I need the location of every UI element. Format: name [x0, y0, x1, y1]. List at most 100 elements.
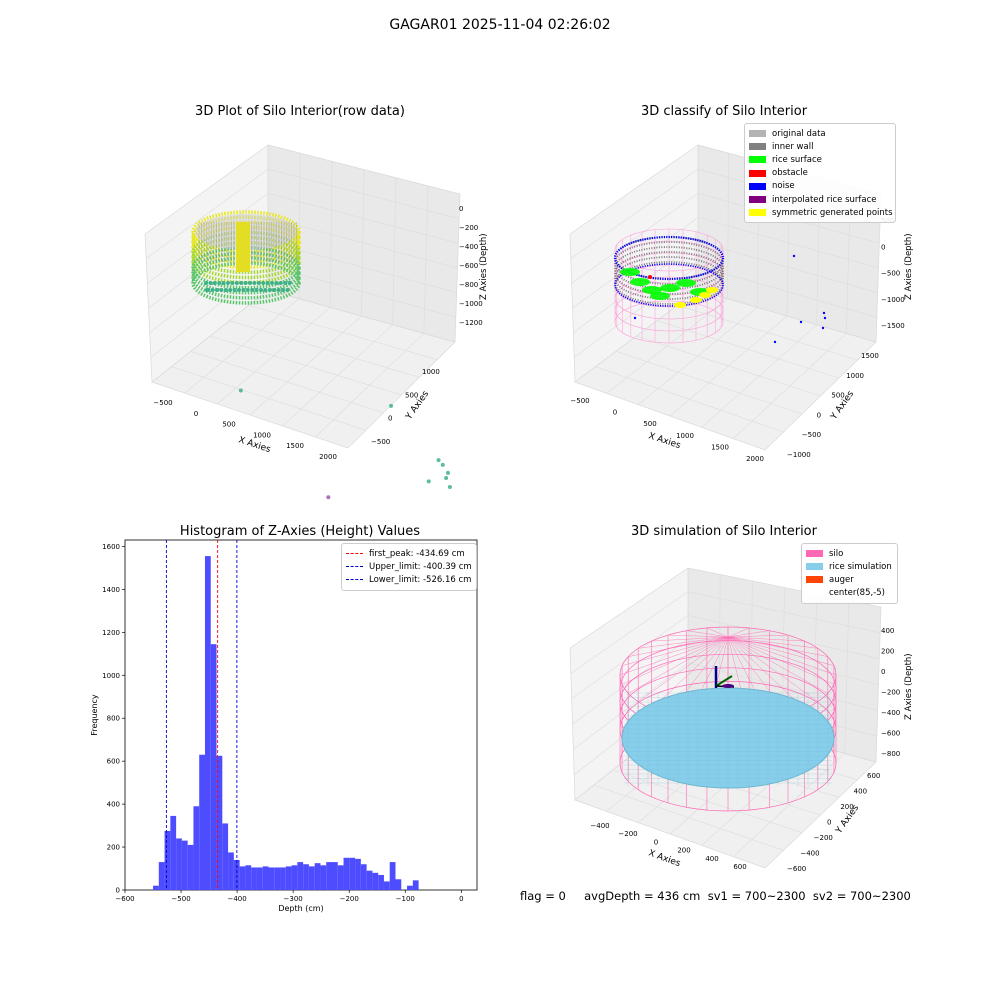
- x-tick-label: 0: [613, 409, 617, 417]
- rice-surface-blob: [620, 268, 640, 276]
- legend-lower-limit: Lower_limit: -526.16 cm: [346, 573, 471, 586]
- histogram-bar: [314, 863, 321, 890]
- legend-silo: silo: [806, 547, 891, 560]
- x-tick-label: −500: [153, 399, 172, 407]
- histogram-bar: [383, 881, 390, 890]
- x-tick-label: 2000: [319, 453, 337, 461]
- x-tick-label: 0: [194, 410, 198, 418]
- histogram-bar: [222, 823, 229, 890]
- histogram-bar: [355, 858, 361, 890]
- histogram-bar: [268, 867, 275, 890]
- raw-outlier-point: [444, 476, 449, 481]
- silo-roof-line: [628, 636, 729, 694]
- raw-point: [263, 288, 268, 292]
- panel4-legend: silo rice simulation auger center(85,-5): [801, 543, 898, 604]
- noise-point: [773, 340, 777, 344]
- raw-point: [243, 281, 248, 285]
- grid-line: [571, 193, 699, 284]
- x-tick-label: 2000: [746, 455, 764, 463]
- z-tick-label: 0: [881, 243, 885, 251]
- noise-ring: [613, 235, 725, 281]
- y-tick-label: 800: [107, 715, 120, 723]
- histogram-bar: [245, 865, 252, 890]
- silo-roof-line: [628, 636, 729, 657]
- silo-roof-line: [622, 636, 729, 666]
- raw-point: [212, 281, 217, 285]
- y-tick-label: 1000: [846, 372, 864, 380]
- histogram-bar: [412, 880, 419, 890]
- silo-roof-line: [651, 636, 729, 710]
- z-tick-label: −400: [881, 709, 900, 717]
- symmetric-point: [706, 287, 718, 293]
- legend-inner-wall: inner wall: [749, 140, 889, 153]
- raw-point: [228, 288, 233, 292]
- legend-swatch: [806, 550, 823, 558]
- raw-outlier-point: [389, 403, 394, 408]
- x-tick-label: 200: [677, 847, 690, 855]
- raw-point: [261, 281, 266, 285]
- legend-label: auger: [829, 574, 854, 585]
- rice-surface-blob: [676, 279, 696, 287]
- silo-roof-line: [727, 634, 789, 638]
- grid-line: [423, 185, 429, 334]
- grid-line: [573, 662, 689, 750]
- legend-swatch: [749, 143, 766, 151]
- x-tick-label: 600: [733, 863, 746, 871]
- raw-point: [219, 288, 224, 292]
- silo-roof-line: [727, 636, 828, 694]
- auger-head: [722, 684, 734, 688]
- silo-roof-line: [706, 627, 729, 638]
- histogram-bar: [395, 879, 402, 890]
- z-tick-label: −600: [881, 730, 900, 738]
- histogram-bar: [349, 857, 356, 890]
- y-tick-label: 0: [827, 819, 831, 827]
- x-tick-label: 500: [643, 420, 656, 428]
- z-tick-label: −1500: [881, 322, 905, 330]
- x-tick-label: −100: [396, 895, 415, 903]
- histogram-bar: [291, 865, 298, 890]
- z-tick-label: 0: [881, 668, 885, 676]
- raw-outlier-point: [440, 462, 445, 467]
- legend-symmetric: symmetric generated points: [749, 206, 893, 219]
- y-tick-label: −500: [802, 431, 821, 439]
- histogram-bar: [360, 864, 367, 890]
- y-tick-label: 1000: [422, 368, 440, 376]
- figure-suptitle: GAGAR01 2025-11-04 02:26:02: [389, 17, 611, 33]
- raw-point: [252, 281, 257, 285]
- raw-point: [226, 281, 230, 285]
- raw-outlier-point: [436, 458, 441, 463]
- grid-line: [570, 168, 699, 259]
- histogram-bar: [181, 840, 188, 890]
- histogram-bar: [326, 862, 332, 890]
- z-tick-label: 200: [881, 648, 894, 656]
- y-tick-label: 1200: [102, 629, 120, 637]
- footer-status-text: flag = 0 avgDepth = 436 cm sv1 = 700~230…: [520, 889, 911, 903]
- raw-point: [210, 288, 215, 292]
- rice-surface-blob: [650, 292, 670, 300]
- raw-point: [276, 288, 281, 292]
- rice-surface-blob: [642, 286, 662, 294]
- histogram-bar: [285, 866, 292, 890]
- x-tick-label: −500: [570, 397, 589, 405]
- z-tick-label: −500: [881, 270, 900, 278]
- rice-surface-blob: [660, 284, 680, 292]
- legend-first-peak: first_peak: -434.69 cm: [346, 547, 470, 560]
- legend-label: noise: [772, 181, 795, 192]
- histogram-bar: [164, 830, 171, 890]
- legend-swatch: [749, 156, 766, 164]
- y-tick-label: −200: [814, 834, 833, 842]
- raw-point: [241, 288, 246, 292]
- z-tick-label: −200: [459, 224, 478, 232]
- raw-outlier-point: [445, 470, 450, 475]
- panel4-title: 3D simulation of Silo Interior: [631, 524, 817, 539]
- histogram-bar: [199, 754, 205, 890]
- panel1-title: 3D Plot of Silo Interior(row data): [195, 104, 405, 119]
- z-tick-label: 0: [459, 205, 463, 213]
- panel2-legend: original data inner wall rice surface ob…: [744, 123, 896, 224]
- legend-rice-simulation: rice simulation: [806, 560, 892, 573]
- y-tick-label: 0: [388, 415, 392, 423]
- panel4-zlabel: Z Axies (Depth): [904, 653, 914, 720]
- symmetric-point: [699, 292, 711, 298]
- noise-point: [799, 320, 803, 324]
- noise-ring: [614, 263, 724, 307]
